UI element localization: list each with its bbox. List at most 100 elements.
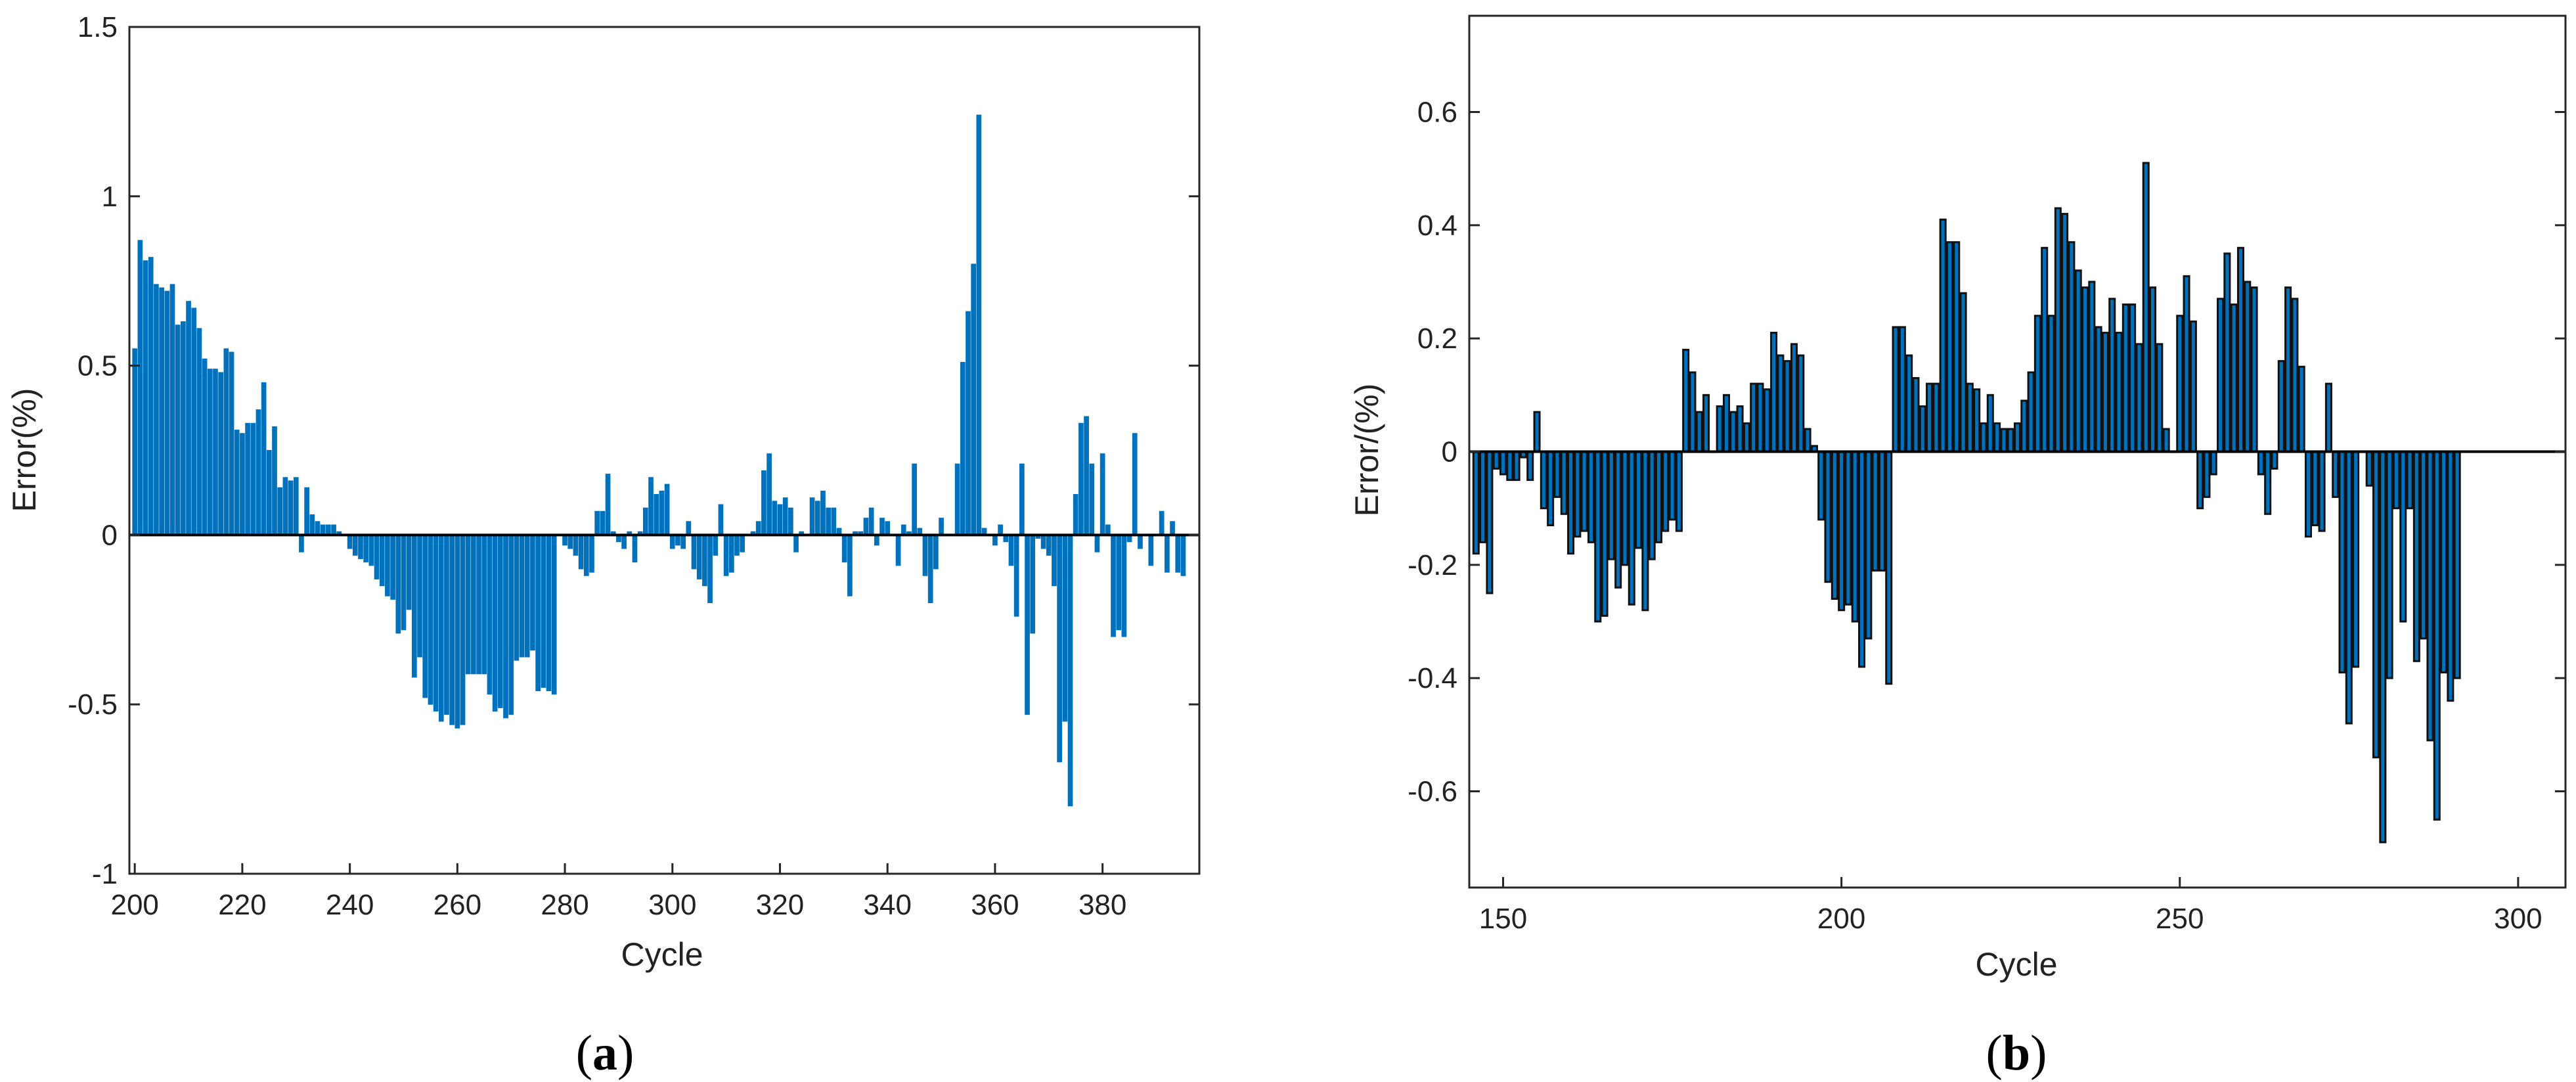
panel-a-bar — [912, 463, 918, 535]
panel-a-bar — [1165, 534, 1170, 573]
panel-b-bar — [1682, 348, 1690, 453]
panel-a-bar — [1132, 433, 1138, 535]
panel-b-bar — [2379, 451, 2387, 844]
panel-a-bar — [1111, 534, 1116, 637]
panel-b-x-tick-label: 300 — [2494, 903, 2542, 935]
panel-a-bar — [874, 534, 879, 546]
panel-b-bar — [2217, 298, 2225, 453]
panel-a-bar — [234, 430, 240, 535]
panel-a-x-tick-label: 280 — [541, 889, 588, 921]
panel-b-bar — [1736, 405, 1744, 453]
panel-a-bar — [422, 534, 428, 698]
panel-b-bar — [1824, 451, 1832, 583]
panel-b-bar — [2013, 422, 2022, 453]
panel-b-bar — [2007, 428, 2014, 453]
panel-a-bar — [250, 422, 256, 535]
panel-a-bar — [390, 534, 395, 600]
panel-a-bar — [702, 534, 707, 587]
panel-b-y-axis-label: Error/(%) — [1348, 384, 1385, 517]
panel-a-caption-letter: a — [592, 1026, 617, 1081]
panel-b-bar — [1770, 332, 1778, 453]
panel-a-bar — [261, 382, 267, 535]
panel-b-bar — [2392, 451, 2400, 510]
panel-b-bar — [2291, 298, 2299, 453]
panel-b-bar — [2406, 451, 2414, 510]
panel-a-bar — [213, 369, 218, 535]
panel-b-bar — [1716, 405, 1723, 453]
panel-b-bar — [1492, 451, 1500, 470]
panel-b-bar — [2115, 332, 2123, 453]
panel-a-bar — [600, 510, 606, 535]
panel-b-bar — [2196, 451, 2204, 510]
panel-b-y-tick-label: -0.4 — [1408, 662, 1457, 694]
panel-b-bar — [2210, 451, 2217, 476]
panel-a: 200 220 240 260 280 300 320 340 360 380 -1 -0.5 0 0.… — [6, 11, 1201, 1081]
panel-b-bar — [1722, 394, 1731, 453]
panel-a-bar — [1013, 534, 1019, 617]
panel-a-bar — [304, 487, 309, 535]
panel-b-bar — [1871, 451, 1879, 572]
panel-a-bar — [433, 534, 439, 712]
panel-b-bar — [1966, 382, 1974, 453]
panel-b-bar — [2420, 451, 2428, 640]
panel-b-bar — [2033, 315, 2041, 453]
panel-a-bar — [1078, 422, 1084, 535]
panel-a-bar — [245, 422, 250, 535]
panel-b-bar — [1641, 451, 1649, 612]
panel-b-bar — [2426, 451, 2434, 742]
panel-b-bar — [2311, 451, 2319, 527]
panel-a-bar — [1019, 463, 1025, 535]
panel-a-bar — [992, 534, 998, 546]
panel-a-bar — [196, 328, 202, 535]
panel-a-bar — [401, 534, 407, 631]
panel-a-bar — [1099, 453, 1105, 535]
panel-a-y-tick-label: 0 — [102, 519, 118, 551]
panel-b-bar — [2183, 275, 2190, 453]
panel-b-bar — [1838, 451, 1846, 612]
panel-a-bar — [841, 534, 847, 563]
panel-b-bar — [1898, 326, 1906, 453]
panel-a-bar — [723, 534, 729, 576]
panel-a-bar — [148, 257, 154, 535]
panel-b-bar — [1777, 354, 1785, 453]
panel-b-bar — [1648, 451, 1656, 560]
panel-a-bar — [1105, 524, 1111, 535]
panel-a-bar — [1170, 521, 1175, 535]
panel-a-caption-close: ) — [617, 1026, 634, 1081]
panel-a-bar — [809, 497, 815, 535]
panel-a-bar — [223, 348, 229, 535]
panel-b-bar — [2372, 451, 2380, 759]
panel-b-bar — [2054, 207, 2062, 453]
panel-b-bar — [1986, 394, 1994, 453]
panel-a-caption: (a) — [576, 1026, 634, 1081]
panel-b-y-tick-label: 0.4 — [1417, 210, 1457, 242]
panel-a-bar — [589, 534, 594, 573]
panel-b-bar — [2135, 343, 2143, 453]
panel-b-bar — [2304, 451, 2313, 538]
panel-a-caption-open: ( — [576, 1026, 592, 1081]
panel-a-y-tick-label: -1 — [92, 858, 118, 890]
panel-a-bar — [191, 307, 197, 535]
panel-a-bar — [863, 518, 869, 535]
panel-b-bar — [2352, 451, 2360, 668]
panel-b-bar — [2223, 252, 2231, 453]
panel-a-bar — [707, 534, 713, 604]
panel-b-bar — [1980, 422, 1988, 453]
panel-b-bar — [2176, 315, 2184, 453]
panel-b-bar — [1513, 451, 1521, 482]
panel-a-bars — [132, 114, 1191, 807]
panel-a-y-tick-label: 0.5 — [78, 350, 118, 382]
panel-a-bar — [1073, 494, 1078, 535]
panel-b-bar — [2088, 281, 2096, 453]
panel-b-bar — [1912, 376, 1920, 453]
panel-b-bar — [2264, 451, 2272, 515]
panel-b-caption: (b) — [1986, 1026, 2047, 1081]
panel-a-bar — [508, 534, 514, 715]
panel-a-bar — [755, 521, 761, 535]
panel-a-bar — [444, 534, 449, 715]
panel-a-bar — [605, 474, 611, 535]
panel-b-bar — [2257, 451, 2265, 476]
panel-a-bar — [933, 534, 939, 570]
panel-a-bar — [594, 510, 600, 535]
panel-b-bar — [2095, 326, 2102, 453]
